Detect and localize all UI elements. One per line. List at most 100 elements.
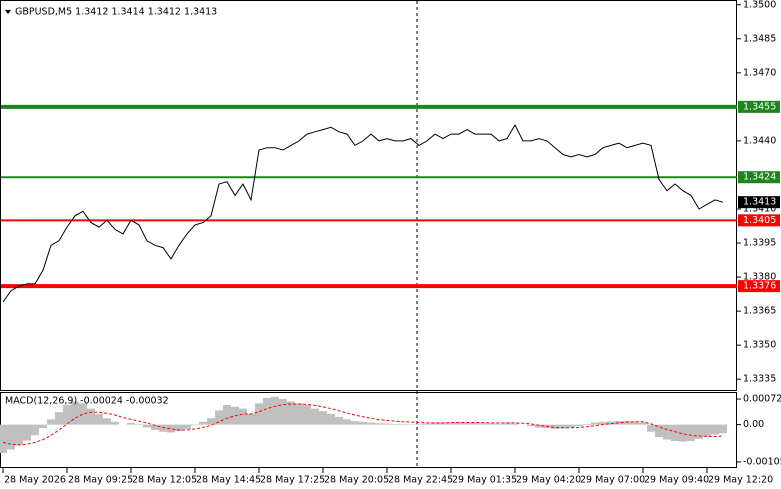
macd-bar [263, 397, 271, 425]
macd-bar [383, 423, 391, 425]
macd-bar [343, 419, 351, 425]
level-label: 1.3424 [743, 172, 776, 183]
y-tick-label: -0.00105 [743, 456, 781, 467]
macd-title: MACD(12,26,9) -0.00024 -0.00032 [5, 396, 169, 407]
macd-bar [87, 408, 95, 425]
macd-bar [655, 424, 663, 438]
macd-bar [431, 422, 439, 425]
level-label-bg [738, 280, 780, 293]
macd-bar [663, 424, 671, 440]
macd-bar [415, 423, 423, 425]
macd-bar [311, 408, 319, 425]
macd-bar [559, 424, 567, 429]
macd-bar [551, 424, 559, 429]
macd-bar [55, 412, 63, 425]
macd-bar [287, 401, 295, 425]
macd-bar [255, 403, 263, 425]
macd-bar [215, 410, 223, 425]
macd-bar [103, 418, 111, 425]
y-tick-label: 0.00072 [743, 394, 781, 405]
macd-bar [279, 399, 287, 425]
macd-bar [503, 422, 511, 425]
macd-bar [375, 423, 383, 425]
macd-bar [127, 422, 135, 425]
macd-bar [703, 424, 711, 437]
y-tick-label: 1.3395 [743, 238, 776, 249]
x-tick-label: 28 May 17:25 [260, 475, 325, 486]
macd-bar [183, 424, 191, 429]
macd-bar [319, 411, 327, 425]
macd-bar [239, 408, 247, 425]
macd-bar [623, 421, 631, 425]
macd-bar [567, 424, 575, 428]
macd-bar [143, 424, 151, 428]
y-tick-label: 1.3440 [743, 135, 776, 146]
macd-bar [631, 421, 639, 425]
x-tick-label: 29 May 04:20 [516, 475, 581, 486]
macd-bar [135, 423, 143, 425]
macd-bar [711, 424, 719, 435]
macd-bar [295, 403, 303, 425]
macd-bar [111, 421, 119, 425]
x-tick-label: 28 May 12:05 [132, 475, 197, 486]
macd-bar [367, 422, 375, 425]
macd-bar [391, 423, 399, 425]
macd-bar [471, 422, 479, 425]
macd-bar [495, 423, 503, 425]
chart-title: GBPUSD,M5 1.3412 1.3414 1.3412 1.3413 [15, 7, 217, 18]
macd-bar [7, 424, 15, 450]
macd-bar [271, 396, 279, 425]
macd-panel [0, 392, 737, 468]
macd-bar [15, 424, 23, 446]
macd-bar [359, 421, 367, 425]
y-tick-label: 1.3470 [743, 67, 776, 78]
macd-bar [607, 421, 615, 425]
signal-line [2, 403, 724, 446]
title-bg [2, 8, 232, 20]
level-label-bg [738, 171, 780, 184]
macd-bar [223, 405, 231, 425]
macd-bar [191, 424, 199, 426]
level-label: 1.3455 [743, 101, 776, 112]
y-tick-label: 1.3335 [743, 374, 776, 385]
macd-bar [639, 422, 647, 425]
y-tick-label: 1.3500 [743, 0, 776, 10]
x-tick-label: 28 May 2026 [4, 475, 66, 486]
macd-bar [447, 422, 455, 425]
macd-bar [79, 403, 87, 425]
macd-bar [327, 413, 335, 425]
x-tick-label: 29 May 12:20 [708, 475, 773, 486]
macd-bar [647, 424, 655, 432]
level-label: 1.3405 [743, 215, 776, 226]
x-tick-label: 28 May 20:05 [324, 475, 389, 486]
macd-bar [679, 424, 687, 442]
macd-bar [47, 419, 55, 425]
level-label: 1.3376 [743, 281, 776, 292]
macd-bar [671, 424, 679, 441]
level-label-bg [738, 100, 780, 113]
macd-bar [199, 421, 207, 425]
price-panel [0, 0, 737, 391]
x-tick-label: 28 May 09:25 [68, 475, 133, 486]
x-tick-label: 29 May 07:00 [580, 475, 645, 486]
macd-bar [159, 424, 167, 432]
macd-bar [455, 422, 463, 425]
y-tick-label: 1.3365 [743, 306, 776, 317]
macd-bar [71, 401, 79, 425]
last-price-bg [738, 196, 780, 209]
macd-bar [511, 423, 519, 425]
macd-bar [335, 416, 343, 425]
macd-bar [423, 423, 431, 425]
macd-bar [351, 421, 359, 425]
macd-bar [175, 424, 183, 432]
y-tick-label: 1.3350 [743, 340, 776, 351]
macd-bar [535, 424, 543, 428]
y-tick-label: 1.3485 [743, 33, 776, 44]
macd-bar [63, 405, 71, 425]
last-price-label: 1.3413 [743, 197, 776, 208]
macd-bar [719, 424, 727, 434]
x-tick-label: 28 May 22:45 [388, 475, 453, 486]
y-tick-label: 1.3410 [743, 203, 776, 214]
x-tick-label: 29 May 01:35 [452, 475, 517, 486]
